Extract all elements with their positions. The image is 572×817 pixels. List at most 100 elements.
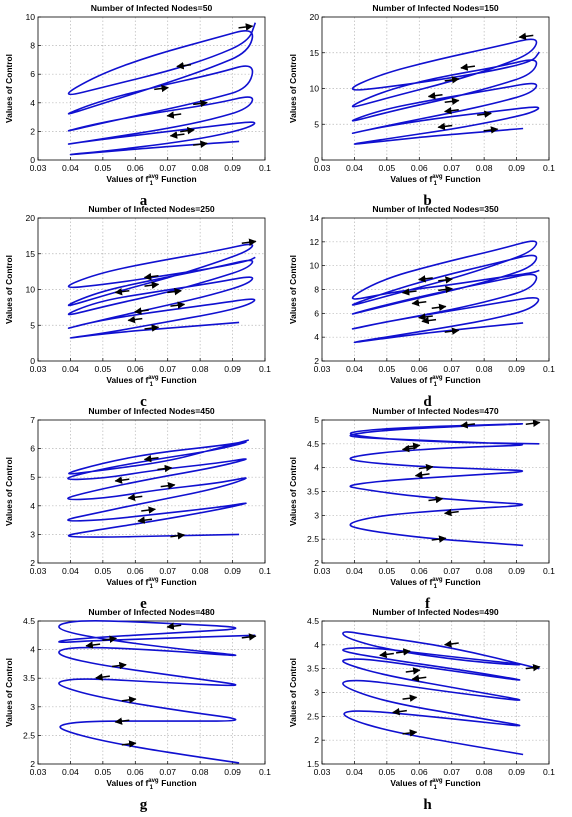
direction-arrow [405,442,421,450]
x-tick-label: 0.1 [259,364,271,374]
x-tick-label: 0.07 [159,767,176,777]
panel-letter: g [140,797,148,813]
y-tick-label: 8 [30,41,35,51]
x-tick-label: 0.03 [314,767,331,777]
direction-arrow [137,516,153,524]
x-tick-label: 0.04 [62,566,79,576]
x-tick-label: 0.04 [346,566,363,576]
direction-arrow [402,729,418,737]
direction-arrow [114,717,130,725]
y-tick-label: 6 [314,308,319,318]
direction-arrow [157,464,173,473]
x-axis-label: Values of favg 1 Function [390,577,480,590]
direction-arrow [121,740,137,748]
plot-area [37,419,266,564]
x-tick-label: 0.08 [476,566,493,576]
series-line [349,423,540,547]
x-tick-label: 0.06 [127,163,144,173]
chart-title: Number of Infected Nodes=470 [372,406,499,416]
x-tick-label: 0.08 [192,566,209,576]
direction-arrow [241,238,257,246]
x-tick-label: 0.04 [346,767,363,777]
y-tick-label: 20 [25,213,35,223]
x-tick-label: 0.07 [159,163,176,173]
direction-arrow [127,315,143,324]
series-line [351,240,540,344]
x-axis-label: Values of favg 1 Function [390,778,480,791]
x-tick-label: 0.1 [543,364,555,374]
x-axis-label: Values of favg 1 Function [106,577,196,590]
x-tick-label: 0.06 [127,364,144,374]
plot-area [37,16,266,161]
x-tick-label: 0.05 [378,364,395,374]
x-tick-label: 0.03 [30,566,47,576]
x-tick-label: 0.1 [259,566,271,576]
panel-letter: h [423,797,432,813]
chart-panel-d: 0.03 0.04 0.05 0.06 0.07 0.08 0.09 0.1 2 4 6 8 10 12 1… [288,204,555,410]
x-tick-label: 0.09 [224,767,241,777]
chart-panel-f: 0.03 0.04 0.05 0.06 0.07 0.08 0.09 0.1 2 2.5 3 3.5 4… [288,406,555,612]
plot-area [321,217,550,362]
direction-arrow [401,444,417,453]
x-axis-label: Values of favg 1 Function [106,778,196,791]
x-tick-label: 0.08 [476,163,493,173]
direction-arrow [443,508,459,517]
direction-arrow [111,661,127,670]
x-axis-label: Values of favg 1 Function [390,174,480,187]
direction-arrow [443,106,459,115]
y-axis-label: Values of Control [4,255,14,324]
x-tick-label: 0.06 [411,767,428,777]
direction-arrow [418,463,434,472]
direction-arrow [405,667,421,675]
x-tick-label: 0.09 [508,566,525,576]
direction-arrow [143,454,159,463]
direction-arrow [114,287,130,296]
x-tick-label: 0.07 [443,364,460,374]
series-line [67,22,257,156]
panel-letter: e [140,596,147,612]
direction-arrow [144,324,160,332]
x-tick-label: 0.08 [476,767,493,777]
direction-arrow [154,84,169,93]
y-tick-label: 15 [309,48,319,58]
direction-arrow [460,421,476,429]
x-tick-label: 0.09 [508,163,525,173]
y-tick-label: 5 [314,415,319,425]
x-tick-label: 0.1 [259,163,271,173]
y-tick-label: 2 [30,759,35,769]
series-line [67,243,256,339]
direction-arrow [180,126,195,135]
y-tick-label: 4 [314,640,319,650]
y-tick-label: 0 [30,155,35,165]
y-tick-label: 4.5 [307,616,319,626]
x-tick-label: 0.05 [378,163,395,173]
plot-area [321,16,550,161]
y-tick-label: 10 [25,12,35,22]
direction-arrow [193,99,208,108]
y-tick-label: 3.5 [307,664,319,674]
direction-arrow [438,285,453,294]
y-tick-label: 8 [314,285,319,295]
x-tick-label: 0.05 [94,364,111,374]
direction-arrow [169,131,185,139]
direction-arrow [443,640,459,648]
y-tick-label: 5 [30,320,35,330]
plot-area [37,620,266,765]
direction-arrow [525,663,541,672]
x-tick-label: 0.08 [192,767,209,777]
x-tick-label: 0.03 [30,364,47,374]
y-tick-label: 15 [25,249,35,259]
x-tick-label: 0.05 [94,566,111,576]
direction-arrow [460,63,476,71]
x-tick-label: 0.03 [30,767,47,777]
direction-arrow [477,110,492,118]
direction-arrow [166,622,182,630]
x-tick-label: 0.1 [543,566,555,576]
y-axis-label: Values of Control [288,658,298,727]
direction-arrow [160,482,176,490]
x-tick-label: 0.1 [543,767,555,777]
direction-arrow [428,495,444,504]
direction-arrow [402,694,418,702]
direction-arrow [114,476,130,484]
y-axis-label: Values of Control [4,457,14,526]
